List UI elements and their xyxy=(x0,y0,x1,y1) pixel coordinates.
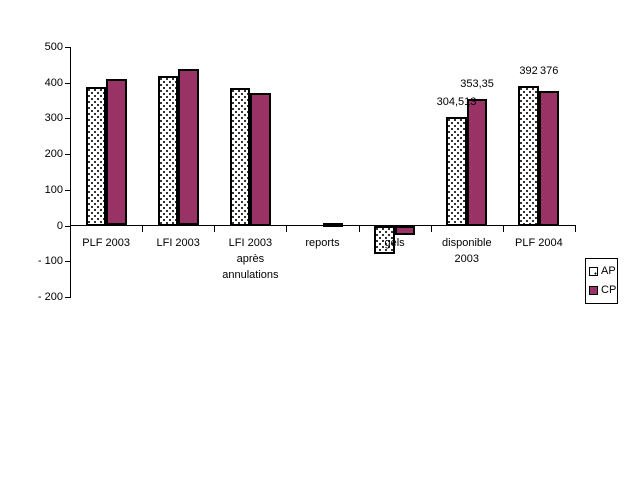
cp-bar-1 xyxy=(178,69,199,226)
y-tick xyxy=(65,154,70,155)
legend-entry-ap: AP xyxy=(589,266,617,277)
x-tick xyxy=(359,226,360,232)
y-tick-label: 300 xyxy=(44,112,63,124)
ap-bar-6 xyxy=(518,85,539,226)
category-label-2: LFI 2003 après annulations xyxy=(222,236,279,281)
x-tick xyxy=(503,226,504,232)
y-tick-label: 100 xyxy=(44,184,63,196)
cp-bar-6 xyxy=(538,91,560,226)
y-tick-label: - 200 xyxy=(37,291,63,303)
cp-bar-0 xyxy=(106,79,127,226)
y-tick-label: - 100 xyxy=(37,255,63,267)
x-tick xyxy=(214,226,215,232)
cp-series-swatch-icon xyxy=(589,285,598,295)
data-label-ap-5: 304,513 xyxy=(436,96,477,108)
y-tick xyxy=(65,190,70,191)
cp-bar-3 xyxy=(322,223,344,228)
legend-label-cp: CP xyxy=(601,283,617,296)
ap-bar-1 xyxy=(157,76,179,226)
y-tick xyxy=(65,297,70,298)
cp-bar-4 xyxy=(394,225,416,235)
y-tick-label: 200 xyxy=(44,148,63,160)
category-label-0: PLF 2003 xyxy=(82,236,130,249)
y-tick-label: 400 xyxy=(44,77,63,89)
cp-bar-2 xyxy=(250,93,271,226)
legend: AP CP xyxy=(585,258,618,304)
category-label-1: LFI 2003 xyxy=(156,236,200,249)
data-label-cp-6: 376 xyxy=(540,65,559,77)
category-label-4: gels xyxy=(384,236,405,249)
y-tick-label: 500 xyxy=(44,41,63,53)
category-label-3: reports xyxy=(305,236,340,249)
legend-label-ap: AP xyxy=(601,265,616,278)
y-axis xyxy=(70,47,71,298)
cp-bar-5 xyxy=(466,99,488,226)
data-label-ap-6: 392 xyxy=(519,65,538,77)
ap-series-swatch-icon xyxy=(589,267,598,277)
y-tick xyxy=(65,226,70,227)
y-tick xyxy=(65,261,70,262)
legend-entry-cp: CP xyxy=(589,283,617,296)
data-label-cp-5: 353,35 xyxy=(460,78,494,90)
ap-bar-2 xyxy=(229,88,251,226)
y-tick xyxy=(65,47,70,48)
x-tick xyxy=(431,226,432,232)
ap-bar-5 xyxy=(446,116,467,226)
category-label-5: disponible 2003 xyxy=(442,236,492,265)
ap-bar-0 xyxy=(85,87,107,226)
x-tick xyxy=(286,226,287,232)
x-tick xyxy=(575,226,576,232)
y-tick xyxy=(65,83,70,84)
y-tick-label: 0 xyxy=(56,220,63,232)
ap-bar-4 xyxy=(374,225,395,255)
x-tick xyxy=(142,226,143,232)
category-label-6: PLF 2004 xyxy=(515,236,563,249)
y-tick xyxy=(65,118,70,119)
